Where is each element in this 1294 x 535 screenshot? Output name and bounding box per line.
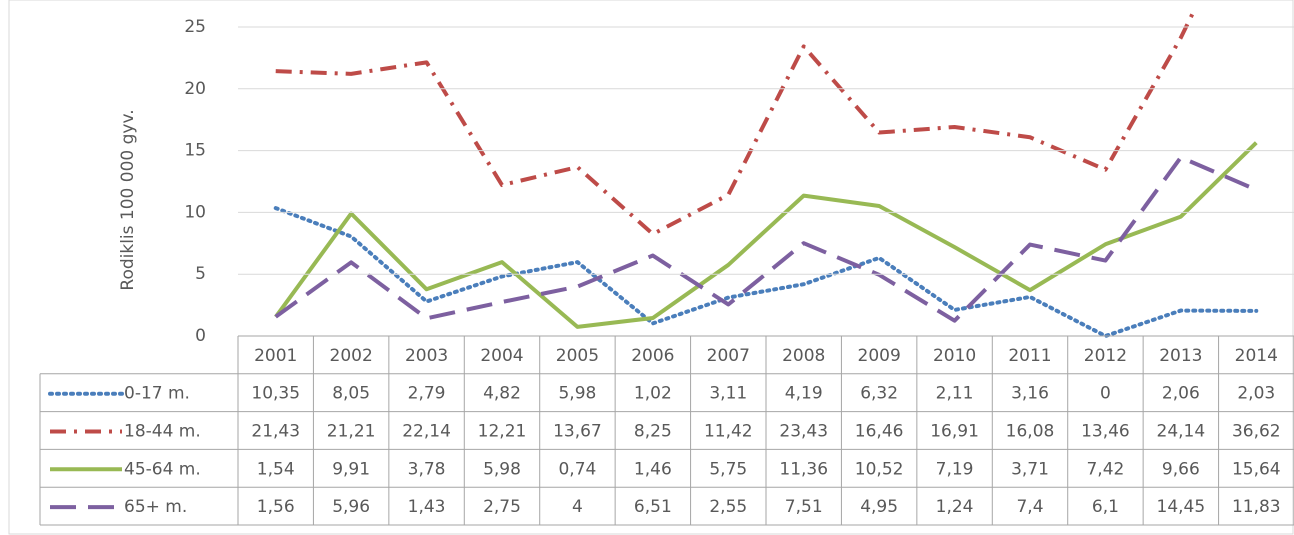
table-value: 23,43 — [779, 422, 828, 442]
legend-label: 0-17 m. — [124, 384, 190, 404]
table-value: 21,21 — [327, 422, 376, 442]
table-value: 2,03 — [1237, 384, 1275, 404]
table-value: 5,98 — [558, 384, 596, 404]
y-tick-label: 25 — [184, 17, 206, 37]
table-value: 12,21 — [478, 422, 527, 442]
x-tick-label: 2007 — [707, 346, 750, 366]
series-line — [275, 10, 1197, 237]
table-value: 7,51 — [785, 497, 823, 517]
series-line — [274, 141, 1258, 329]
table-value: 0,74 — [558, 459, 596, 479]
table-value: 11,42 — [704, 422, 753, 442]
y-tick-label: 10 — [184, 202, 206, 222]
table-value: 36,62 — [1232, 422, 1281, 442]
x-tick-label: 2013 — [1159, 346, 1202, 366]
x-tick-label: 2006 — [631, 346, 674, 366]
table-value: 16,91 — [930, 422, 979, 442]
table-value: 4,95 — [860, 497, 898, 517]
table-value: 6,32 — [860, 384, 898, 404]
table-value: 10,35 — [251, 384, 300, 404]
y-axis-label: Rodiklis 100 000 gyv. — [118, 109, 138, 290]
table-value: 4,19 — [785, 384, 823, 404]
table-value: 5,98 — [483, 459, 521, 479]
x-tick-label: 2003 — [405, 346, 448, 366]
table-value: 15,64 — [1232, 459, 1281, 479]
table-value: 1,02 — [634, 384, 672, 404]
table-value: 11,83 — [1232, 497, 1281, 517]
table-value: 24,14 — [1157, 422, 1206, 442]
table-value: 2,06 — [1162, 384, 1200, 404]
table-value: 9,91 — [332, 459, 370, 479]
x-tick-label: 2011 — [1008, 346, 1051, 366]
table-value: 3,78 — [408, 459, 446, 479]
table-value: 6,51 — [634, 497, 672, 517]
x-tick-label: 2012 — [1084, 346, 1127, 366]
x-tick-label: 2002 — [330, 346, 373, 366]
table-value: 2,11 — [936, 384, 974, 404]
y-tick-label: 15 — [184, 141, 206, 161]
chart-border — [8, 0, 1294, 535]
table-value: 13,67 — [553, 422, 602, 442]
table-value: 3,16 — [1011, 384, 1049, 404]
table-value: 10,52 — [855, 459, 904, 479]
table-value: 14,45 — [1157, 497, 1206, 517]
y-tick-label: 5 — [195, 264, 206, 284]
legend-label: 45-64 m. — [124, 459, 201, 479]
x-tick-label: 2010 — [933, 346, 976, 366]
table-value: 4,82 — [483, 384, 521, 404]
table-value: 7,19 — [936, 459, 974, 479]
x-tick-label: 2014 — [1235, 346, 1278, 366]
x-tick-label: 2001 — [254, 346, 297, 366]
table-value: 1,56 — [257, 497, 295, 517]
table-value: 5,75 — [709, 459, 747, 479]
table-value: 0 — [1100, 384, 1111, 404]
table-value: 4 — [572, 497, 583, 517]
table-value: 9,66 — [1162, 459, 1200, 479]
table-value: 13,46 — [1081, 422, 1130, 442]
table-value: 16,08 — [1006, 422, 1055, 442]
y-tick-label: 0 — [195, 326, 206, 346]
x-tick-label: 2008 — [782, 346, 825, 366]
table-value: 1,43 — [408, 497, 446, 517]
y-tick-label: 20 — [184, 79, 206, 99]
plot-area — [273, 10, 1259, 338]
table-value: 1,24 — [936, 497, 974, 517]
table-value: 2,75 — [483, 497, 521, 517]
table-value: 7,4 — [1016, 497, 1043, 517]
table-value: 6,1 — [1092, 497, 1119, 517]
table-value: 8,25 — [634, 422, 672, 442]
series-line — [274, 155, 1258, 323]
table-value: 8,05 — [332, 384, 370, 404]
series-line — [273, 206, 1259, 338]
x-tick-label: 2009 — [858, 346, 901, 366]
table-value: 7,42 — [1086, 459, 1124, 479]
table-value: 16,46 — [855, 422, 904, 442]
table-value: 2,79 — [408, 384, 446, 404]
table-value: 2,55 — [709, 497, 747, 517]
table-value: 11,36 — [779, 459, 828, 479]
table-value: 5,96 — [332, 497, 370, 517]
table-value: 1,46 — [634, 459, 672, 479]
x-tick-label: 2004 — [480, 346, 523, 366]
table-value: 1,54 — [257, 459, 295, 479]
table-value: 21,43 — [251, 422, 300, 442]
legend-label: 18-44 m. — [124, 422, 201, 442]
table-value: 3,71 — [1011, 459, 1049, 479]
table-value: 22,14 — [402, 422, 451, 442]
table-value: 3,11 — [709, 384, 747, 404]
x-tick-label: 2005 — [556, 346, 599, 366]
legend-label: 65+ m. — [124, 497, 187, 517]
